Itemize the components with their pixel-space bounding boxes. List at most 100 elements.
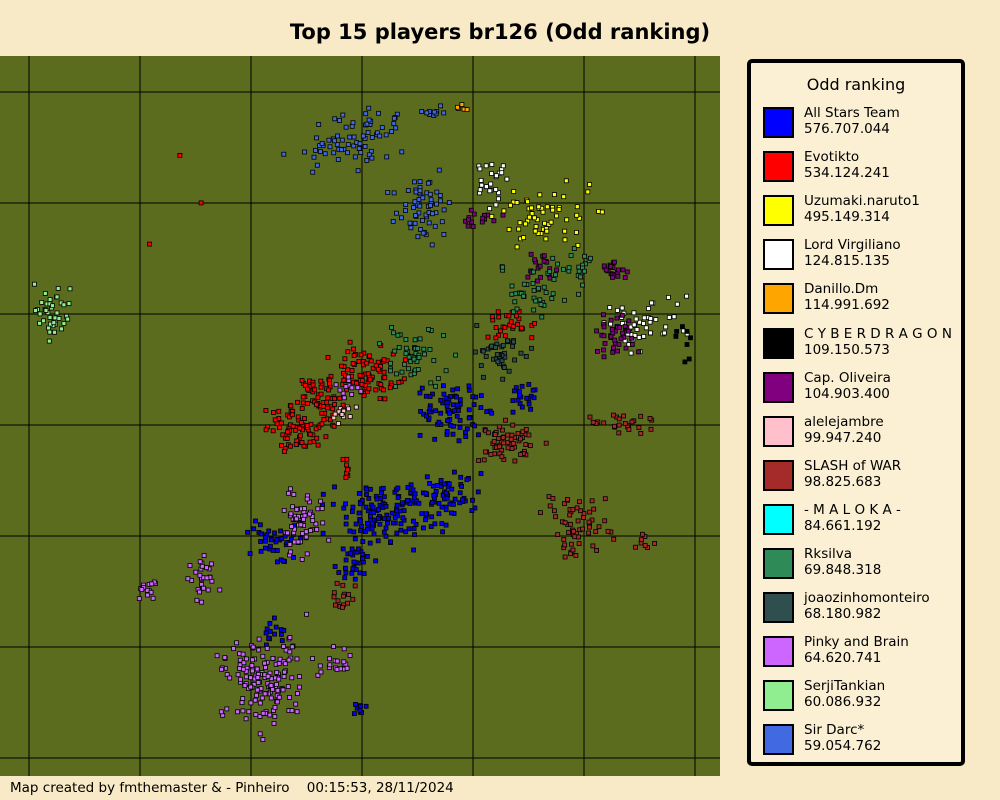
village (531, 395, 537, 401)
village (371, 531, 377, 537)
village (510, 323, 516, 329)
village (357, 141, 363, 147)
village (512, 388, 517, 394)
village (218, 709, 224, 715)
village (616, 416, 622, 422)
village (267, 621, 273, 626)
village (332, 396, 338, 402)
village (248, 700, 254, 706)
village (443, 395, 449, 401)
village (364, 360, 370, 366)
village (335, 598, 341, 604)
village (601, 324, 607, 330)
village (573, 552, 579, 558)
village (399, 500, 405, 506)
village (489, 343, 495, 349)
village (417, 179, 423, 184)
village (285, 530, 291, 536)
player-name: SerjiTankian (804, 678, 886, 695)
village (290, 504, 295, 510)
village (358, 352, 364, 358)
village (590, 419, 596, 425)
village (343, 570, 349, 576)
village (535, 278, 540, 284)
village (464, 477, 470, 483)
village (586, 530, 591, 536)
village (420, 525, 426, 531)
village (587, 524, 592, 530)
village (227, 675, 233, 681)
village (626, 427, 632, 432)
village (356, 510, 362, 516)
village (526, 432, 532, 438)
village (67, 286, 73, 292)
village (564, 217, 570, 223)
village (493, 187, 499, 192)
village (354, 380, 360, 386)
village (500, 212, 506, 218)
village (648, 330, 653, 336)
village (336, 118, 342, 123)
village (336, 570, 342, 575)
village (508, 436, 514, 442)
village (381, 494, 387, 500)
village (543, 236, 549, 242)
village (566, 265, 572, 271)
village (500, 264, 505, 270)
credit: Map created by fmthemaster & - Pinheiro (10, 780, 290, 796)
village (365, 130, 371, 135)
village (464, 426, 470, 432)
village (323, 434, 329, 440)
village (505, 432, 511, 438)
village (540, 209, 546, 215)
village (653, 317, 659, 323)
village (401, 376, 407, 382)
village (289, 412, 295, 418)
village (334, 142, 340, 147)
village (438, 103, 444, 109)
village (377, 341, 383, 347)
village (521, 293, 526, 299)
village (459, 483, 465, 489)
legend-text: Cap. Oliveira 104.903.400 (804, 370, 891, 402)
village (55, 285, 61, 291)
village (638, 413, 644, 419)
village (262, 660, 268, 666)
village (532, 320, 537, 326)
village (347, 653, 353, 658)
village (632, 332, 638, 338)
village (682, 359, 688, 365)
village (353, 404, 359, 410)
village (382, 375, 388, 380)
village (335, 421, 341, 426)
village (357, 570, 363, 576)
village (349, 546, 355, 552)
village (271, 615, 277, 621)
legend-text: alelejambre 99.947.240 (804, 414, 884, 446)
village (466, 383, 472, 389)
village (361, 392, 367, 398)
village (276, 661, 282, 666)
village (626, 328, 631, 334)
village (636, 349, 641, 355)
village (472, 349, 478, 355)
village (380, 485, 386, 491)
village (193, 569, 199, 575)
village (412, 220, 418, 226)
village (356, 490, 362, 496)
village (443, 368, 449, 374)
village (252, 697, 258, 703)
village (595, 348, 600, 354)
village (493, 202, 499, 208)
village (428, 524, 434, 529)
village (318, 384, 324, 390)
village (368, 358, 374, 364)
village (568, 521, 573, 527)
village (594, 328, 599, 334)
legend-swatch (763, 724, 794, 756)
village (289, 708, 295, 713)
village (469, 508, 475, 514)
village (622, 324, 628, 329)
village (571, 528, 576, 534)
village (332, 116, 338, 122)
